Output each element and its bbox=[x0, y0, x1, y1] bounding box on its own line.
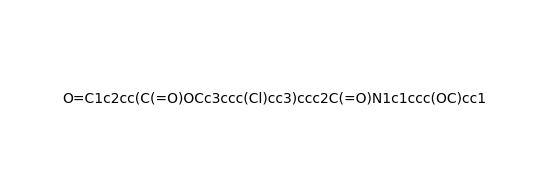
Text: O=C1c2cc(C(=O)OCc3ccc(Cl)cc3)ccc2C(=O)N1c1ccc(OC)cc1: O=C1c2cc(C(=O)OCc3ccc(Cl)cc3)ccc2C(=O)N1… bbox=[63, 92, 487, 106]
